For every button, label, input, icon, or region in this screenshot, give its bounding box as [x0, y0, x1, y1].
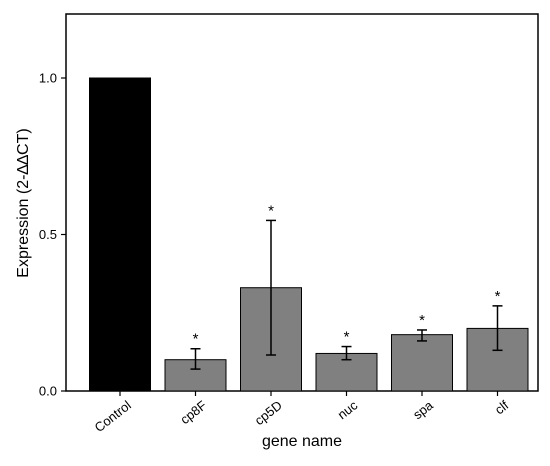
bars-layer	[89, 77, 529, 392]
y-tick-label: 1.0	[39, 71, 57, 86]
bar-spa	[391, 334, 453, 392]
x-axis-ticks: Control cp8F cp5D nuc spa clf	[92, 391, 512, 435]
significance-marker: *	[419, 312, 425, 329]
y-tick-label: 0.5	[39, 227, 57, 242]
significance-marker: *	[193, 331, 199, 348]
bar-control	[89, 77, 151, 392]
x-axis-label: gene name	[262, 433, 342, 450]
x-tick-label: clf	[492, 397, 512, 417]
x-tick-label: Control	[92, 397, 134, 435]
x-tick-label: spa	[410, 397, 436, 422]
x-tick-label: nuc	[335, 397, 361, 422]
x-tick-label: cp5D	[252, 398, 285, 429]
y-axis-label: Expression (2-∆∆CT)	[15, 128, 32, 277]
error-bars-layer: * * * * *	[190, 202, 503, 370]
y-axis-ticks: 0.0 0.5 1.0	[39, 71, 66, 399]
significance-marker: *	[495, 288, 501, 305]
significance-marker: *	[268, 202, 274, 219]
y-tick-label: 0.0	[39, 384, 57, 399]
x-tick-label: cp8F	[177, 398, 209, 428]
significance-marker: *	[344, 329, 350, 346]
